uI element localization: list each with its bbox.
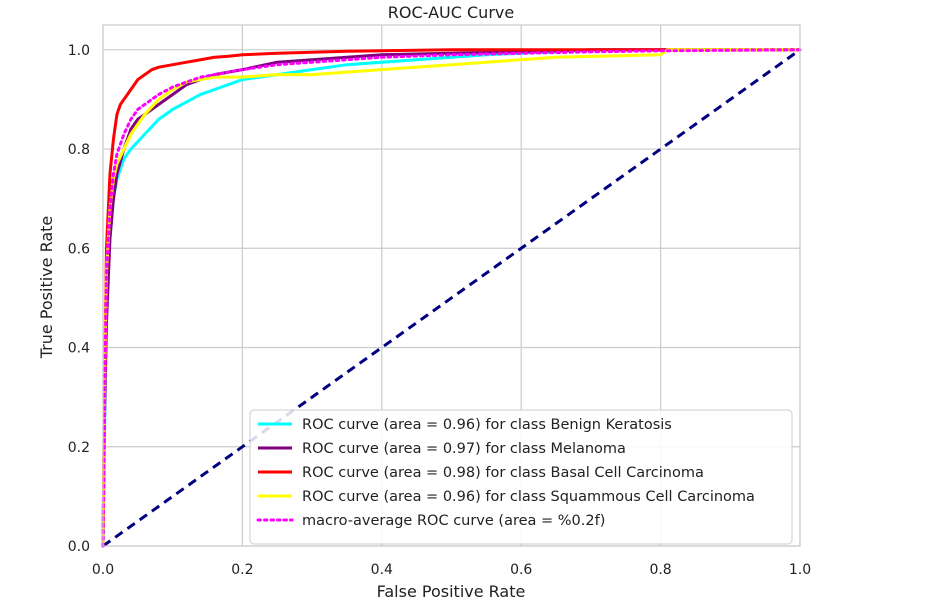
plot-area-frame	[102, 24, 801, 547]
chart-title: ROC-AUC Curve	[388, 3, 514, 22]
chance-diagonal-line	[102, 48, 801, 548]
roc-curve-line	[101, 48, 800, 547]
y-tick-label: 0.4	[68, 341, 90, 357]
y-tick-label: 0.8	[68, 142, 90, 158]
y-axis-label: True Positive Rate	[37, 216, 56, 360]
legend-label: ROC curve (area = 0.97) for class Melano…	[302, 441, 626, 457]
x-tick-label: 0.2	[231, 562, 253, 578]
axis-tick-labels: 0.0 0.2 0.4 0.6 0.8 1.0 0.0 0.2 0.4 0.6 0.8 1.0	[68, 43, 811, 578]
x-tick-label: 0.0	[92, 562, 114, 578]
x-tick-label: 0.6	[510, 562, 532, 578]
grid-lines	[102, 25, 801, 547]
x-tick-label: 0.4	[371, 562, 393, 578]
y-tick-label: 0.2	[68, 440, 90, 456]
x-axis-label: False Positive Rate	[377, 582, 526, 601]
legend-label: ROC curve (area = 0.96) for class Benign…	[302, 417, 672, 433]
roc-curve-line	[101, 48, 800, 547]
x-tick-label: 1.0	[789, 562, 811, 578]
legend-label: ROC curve (area = 0.96) for class Squamm…	[302, 489, 755, 505]
roc-curve-line	[101, 48, 802, 548]
legend-label: ROC curve (area = 0.98) for class Basal …	[302, 465, 704, 481]
y-tick-label: 1.0	[68, 43, 90, 59]
y-tick-label: 0.6	[68, 241, 90, 257]
roc-curves	[101, 48, 802, 548]
y-tick-label: 0.0	[68, 539, 90, 555]
legend-box	[249, 409, 793, 545]
legend-label: macro-average ROC curve (area = %0.2f)	[302, 513, 605, 529]
legend: ROC curve (area = 0.96) for class Benign…	[249, 409, 793, 545]
x-tick-label: 0.8	[649, 562, 671, 578]
